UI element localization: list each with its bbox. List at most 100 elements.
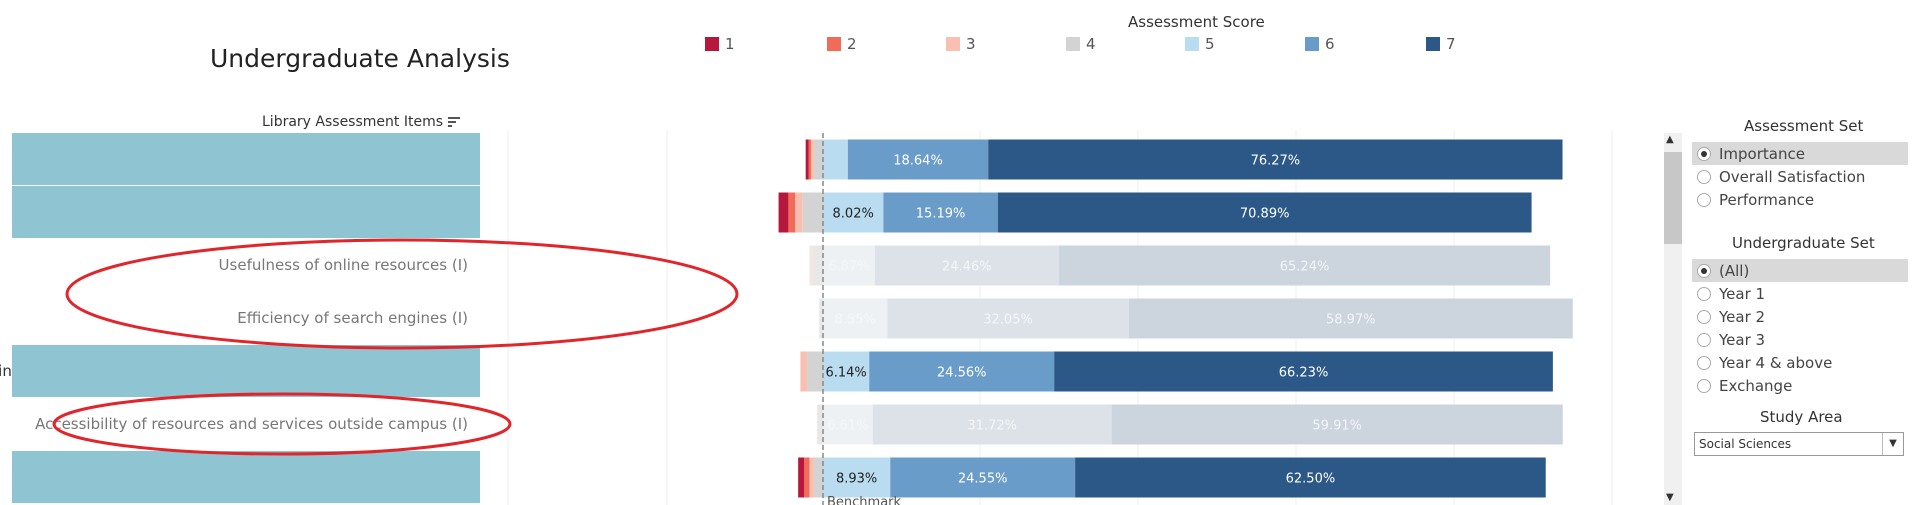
bar-segment-score-1[interactable] [778,192,789,233]
radio-button[interactable] [1697,332,1711,347]
legend-swatch [827,36,841,51]
bar-data-label: 24.55% [958,472,1008,487]
radio-button[interactable] [1697,355,1711,370]
radio-button[interactable] [1697,378,1711,393]
legend-item-7[interactable]: 7 [1426,34,1456,53]
legend-label: 5 [1205,34,1215,53]
bar-segment-score-3[interactable] [800,351,808,392]
legend-swatch [705,36,719,51]
legend-label: 4 [1086,34,1096,53]
legend-item-2[interactable]: 2 [827,35,857,53]
bar-segment-score-3[interactable] [795,192,803,233]
bar-segment-score-4[interactable] [813,245,823,286]
bar-segment-score-5[interactable] [823,457,891,498]
bar-segment-score-4[interactable] [807,351,823,392]
bar-segment-score-3[interactable] [810,139,814,180]
bar-segment-score-1[interactable] [798,457,805,498]
bar-segment-score-3[interactable] [809,245,814,286]
row-label[interactable]: Accessibility of resources and services … [35,415,468,433]
bar-data-label: 18.64% [893,154,943,169]
bar-segment-score-6[interactable] [847,139,989,180]
legend-item-6[interactable]: 6 [1305,35,1335,53]
radio-button[interactable] [1697,192,1711,207]
radio-button[interactable] [1697,263,1711,278]
study-area-select[interactable]: Social Sciences ▼ [1694,432,1904,456]
row-label[interactable]: Usefulness of online resources (I) [218,256,468,274]
radio-option[interactable]: Importance [1692,142,1908,165]
radio-option[interactable]: Exchange [1692,374,1908,397]
bar-segment-score-6[interactable] [887,298,1129,339]
radio-label: Year 1 [1719,284,1766,303]
legend-label: 3 [966,34,976,53]
radio-label: Year 4 & above [1719,353,1833,372]
bar-segment-score-2[interactable] [808,139,811,180]
bar-segment-score-7[interactable] [1054,351,1553,392]
scroll-down-icon[interactable]: ▼ [1666,492,1674,503]
bar-segment-score-7[interactable] [997,192,1532,233]
legend-swatch [1426,36,1440,51]
bar-segment-score-4[interactable] [816,404,823,445]
radio-button[interactable] [1697,169,1711,184]
bar-segment-score-5[interactable] [823,298,888,339]
bar-segment-score-7[interactable] [1128,298,1573,339]
bar-segment-score-7[interactable] [988,139,1563,180]
row-highlight [12,186,480,238]
legend-item-4[interactable]: 4 [1066,34,1096,53]
radio-option[interactable]: Year 1 [1692,282,1908,305]
legend-label: 7 [1446,34,1456,53]
legend-item-5[interactable]: 5 [1185,34,1215,53]
bar-segment-score-2[interactable] [788,192,796,233]
bar-segment-score-4[interactable] [813,457,823,498]
radio-button[interactable] [1697,286,1711,301]
radio-button[interactable] [1697,146,1711,161]
radio-option[interactable]: Year 4 & above [1692,351,1908,374]
bar-segment-score-6[interactable] [869,351,1055,392]
bar-data-label: 6.61% [827,419,868,434]
bar-data-label: 32.05% [983,313,1033,328]
bar-segment-score-4[interactable] [802,192,823,233]
chevron-down-icon[interactable]: ▼ [1882,433,1903,455]
row-highlight [12,451,480,503]
radio-option[interactable]: Year 3 [1692,328,1908,351]
row-label[interactable]: Efficiency of search engines (I) [237,309,468,327]
radio-option[interactable]: Overall Satisfaction [1692,165,1908,188]
bar-segment-score-6[interactable] [872,404,1112,445]
legend-item-3[interactable]: 3 [946,34,976,53]
bar-data-label: 76.27% [1251,154,1301,169]
bar-segment-score-5[interactable] [823,139,848,180]
scrollbar-thumb[interactable] [1664,152,1682,244]
bar-data-label: 59.91% [1312,419,1362,434]
legend-item-1[interactable]: 1 [705,34,735,53]
row-highlight [12,133,480,185]
radio-option[interactable]: Year 2 [1692,305,1908,328]
bar-segment-score-4[interactable] [819,298,823,339]
legend-swatch [1066,36,1080,51]
bar-segment-score-7[interactable] [1075,457,1546,498]
bar-segment-score-7[interactable] [1111,404,1563,445]
bar-segment-score-6[interactable] [890,457,1076,498]
undergraduate-set-title: Undergraduate Set [1732,234,1875,252]
bar-segment-score-6[interactable] [874,245,1059,286]
bar-segment-score-6[interactable] [883,192,998,233]
bar-segment-score-5[interactable] [823,404,873,445]
radio-option[interactable]: Performance [1692,188,1908,211]
bar-segment-score-1[interactable] [805,139,809,180]
bar-segment-score-2[interactable] [804,457,810,498]
radio-option[interactable]: (All) [1692,259,1908,282]
legend-label: 1 [725,34,735,53]
scroll-up-icon[interactable]: ▲ [1666,134,1674,145]
row-highlight [12,345,480,397]
bar-segment-score-5[interactable] [823,245,875,286]
radio-button[interactable] [1697,309,1711,324]
bar-segment-score-5[interactable] [823,192,884,233]
sort-descending-icon[interactable] [448,117,460,129]
radio-label: Year 3 [1719,330,1766,349]
legend-title: Assessment Score [1128,13,1265,31]
bar-segment-score-7[interactable] [1058,245,1551,286]
bar-segment-score-3[interactable] [809,457,814,498]
bar-segment-score-5[interactable] [823,351,870,392]
annotation-ellipse [65,238,739,350]
annotation-ellipse [52,392,512,456]
bar-data-label: 8.02% [833,207,874,222]
bar-segment-score-4[interactable] [813,139,823,180]
